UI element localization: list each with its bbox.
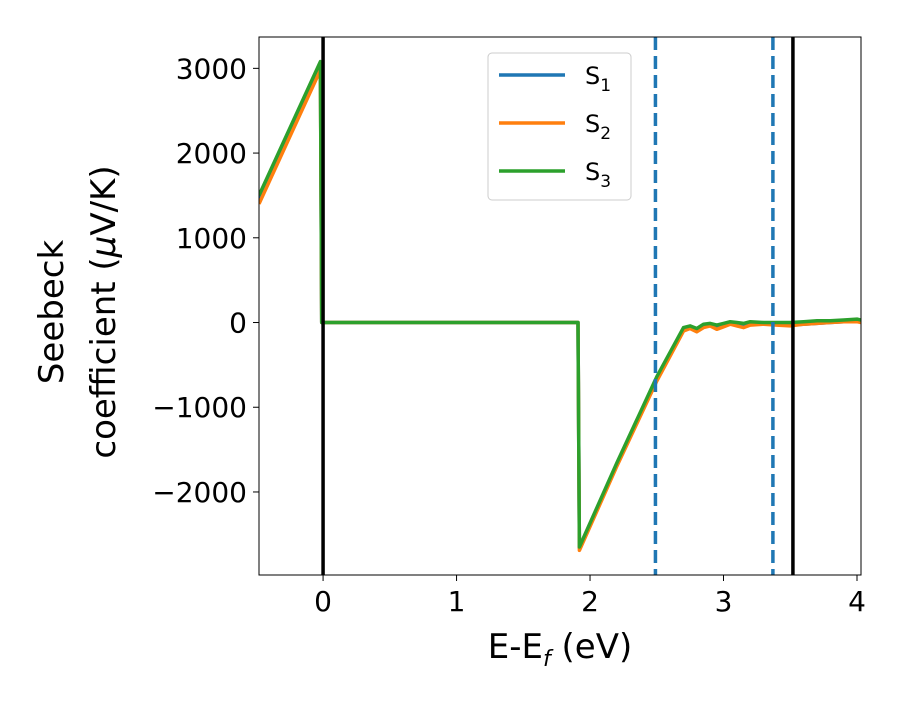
legend-box [487,52,632,201]
x-axis-label-main: E-E [488,627,543,667]
x-tick-label: 1 [448,585,466,618]
y-axis-ticks: −2000 −1000 0 1000 2000 3000 [152,52,259,509]
y-tick-label: −1000 [152,391,247,424]
y-axis-label-mu: μ [84,236,124,259]
x-tick-label: 0 [314,585,332,618]
series-line-s3 [259,59,861,549]
x-tick-label: 4 [848,585,866,618]
x-tick-label: 2 [581,585,599,618]
y-tick-label: 2000 [176,137,247,170]
x-tick-label: 3 [715,585,733,618]
x-axis-label: E-Ef (eV) [488,627,633,672]
y-tick-label: 1000 [176,222,247,255]
y-tick-label: 0 [229,307,247,340]
plot-lines [259,59,861,553]
y-tick-label: 3000 [176,52,247,85]
y-axis-label-coefficient: coefficient ( [84,257,124,458]
y-axis-label: Seebeck coefficient (μV/K) [32,165,124,458]
legend-label-s2: S2 [585,110,611,144]
x-axis-label-subscript: f [543,647,554,672]
y-axis-label-unit: V/K) [84,165,124,235]
legend: S1 S2 S3 [487,52,632,201]
y-axis-label-line1: Seebeck [32,240,72,385]
y-tick-label: −2000 [152,476,247,509]
vertical-lines [321,37,795,575]
legend-label-s1: S1 [585,62,611,96]
plot-border [258,36,862,576]
x-axis-ticks: 0 1 2 3 4 [314,575,866,618]
legend-label-s3: S3 [585,158,611,192]
axes-frame [258,36,862,576]
x-axis-label-unit: (eV) [551,627,633,667]
y-axis-label-line2: coefficient (μV/K) [84,165,124,458]
